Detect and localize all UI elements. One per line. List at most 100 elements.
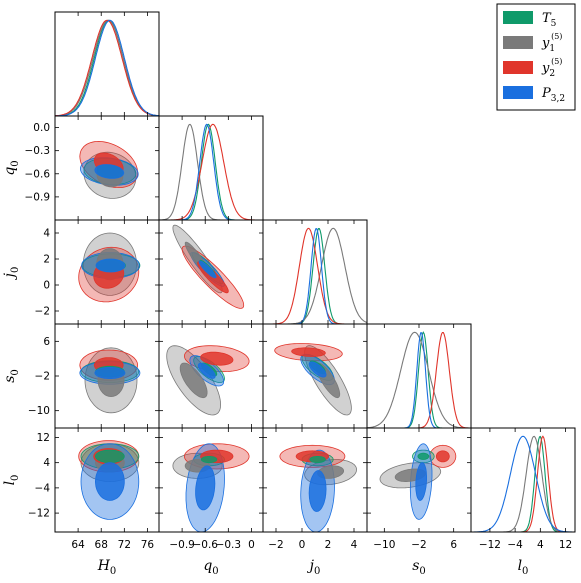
y-tick-label: −4 xyxy=(35,482,51,494)
y-tick-label: −2 xyxy=(35,371,50,383)
marginal-curve-y1 xyxy=(263,227,367,324)
x-tick-label: −0.9 xyxy=(169,539,195,551)
contour-P32-inner xyxy=(94,462,125,501)
x-tick-label: 2 xyxy=(325,539,332,551)
x-axis-label-H0: H0 xyxy=(97,558,117,577)
contour-P32-inner xyxy=(308,361,327,378)
marginal-curve-P32 xyxy=(55,19,159,116)
x-tick-label: −2 xyxy=(411,539,426,551)
contour-panel-H0-l0 xyxy=(78,440,140,520)
contour-panel-H0-q0 xyxy=(79,140,139,199)
y-tick-label: 6 xyxy=(43,336,50,348)
y-axis-label-s0: s0 xyxy=(2,369,21,383)
contour-P32-inner xyxy=(198,260,217,279)
y-tick-label: 0.0 xyxy=(33,122,50,134)
contour-panel-H0-s0 xyxy=(79,347,141,414)
panel-frame xyxy=(262,219,368,325)
y-axis-label-j0: j0 xyxy=(2,267,21,281)
y-axis-label-q0: q0 xyxy=(2,160,21,175)
y-tick-label: −2 xyxy=(35,306,50,318)
contour-panel-s0-l0 xyxy=(379,443,457,520)
x-tick-label: 12 xyxy=(559,539,572,551)
y-tick-label: 2 xyxy=(43,254,50,266)
marginal-curve-P32 xyxy=(263,228,367,324)
legend-swatch-P32 xyxy=(503,86,533,99)
contour-T5-inner xyxy=(309,456,326,464)
legend-swatch-y2 xyxy=(503,61,533,74)
x-tick-label: 76 xyxy=(141,539,155,551)
y-tick-label: 0 xyxy=(43,280,50,292)
svg-text:q0: q0 xyxy=(2,160,21,175)
marginal-curve-P32 xyxy=(367,332,471,428)
contour-P32-inner xyxy=(415,462,427,501)
y-axis-label-l0: l0 xyxy=(2,475,21,486)
contour-y2-inner xyxy=(291,347,326,357)
marginal-curve-P32 xyxy=(471,435,575,532)
contour-T5-inner xyxy=(417,452,430,460)
svg-text:j0: j0 xyxy=(2,267,21,281)
contour-panel-q0-j0 xyxy=(172,224,245,309)
marginal-panel-q0 xyxy=(159,123,263,220)
y-tick-label: 4 xyxy=(43,228,50,240)
marginal-panel-l0 xyxy=(471,435,575,532)
x-tick-label: 0 xyxy=(248,539,255,551)
x-tick-label: 6 xyxy=(450,539,457,551)
contour-y2-inner xyxy=(435,450,450,463)
contour-panel-q0-l0 xyxy=(172,443,250,532)
x-tick-label: 0 xyxy=(299,539,306,551)
marginal-panel-j0 xyxy=(263,227,367,324)
marginal-curve-y1 xyxy=(471,435,575,532)
x-tick-label: −0.6 xyxy=(192,539,218,551)
marginal-curve-T5 xyxy=(55,19,159,116)
x-tick-label: 4 xyxy=(537,539,544,551)
contour-y2-inner xyxy=(200,351,234,366)
x-tick-label: −10 xyxy=(373,539,395,551)
x-tick-label: 72 xyxy=(118,539,131,551)
marginal-curve-y1 xyxy=(159,123,263,220)
x-axis-label-l0: l0 xyxy=(518,558,529,577)
legend-swatch-y1 xyxy=(503,36,533,49)
marginal-curve-y2 xyxy=(263,227,367,324)
x-tick-label: 64 xyxy=(71,539,85,551)
y-tick-label: 4 xyxy=(43,457,50,469)
contour-panel-H0-j0 xyxy=(78,232,141,303)
svg-text:l0: l0 xyxy=(2,475,21,486)
legend-swatch-T5 xyxy=(503,11,533,24)
marginal-panel-s0 xyxy=(367,331,471,428)
contour-P32-inner xyxy=(94,366,126,379)
marginal-curve-T5 xyxy=(471,435,575,532)
y-tick-label: −0.6 xyxy=(25,168,51,180)
contour-panel-q0-s0 xyxy=(166,345,250,416)
marginal-curve-y1 xyxy=(55,19,159,116)
x-axis-label-j0: j0 xyxy=(307,558,321,577)
contour-T5-inner xyxy=(201,456,218,464)
y-tick-label: −0.9 xyxy=(25,191,51,203)
marginal-curve-P32 xyxy=(159,123,263,220)
contour-P32-inner xyxy=(197,362,216,379)
x-tick-label: −2 xyxy=(268,539,283,551)
svg-text:s0: s0 xyxy=(2,369,21,383)
panel-frame xyxy=(54,11,160,117)
x-axis-label-q0: q0 xyxy=(203,558,218,577)
x-tick-label: −12 xyxy=(479,539,501,551)
y-tick-label: −12 xyxy=(28,508,50,520)
y-tick-label: −10 xyxy=(28,405,50,417)
y-tick-label: −0.3 xyxy=(25,145,51,157)
x-tick-label: 68 xyxy=(95,539,108,551)
marginal-curve-T5 xyxy=(159,123,263,220)
marginal-curve-T5 xyxy=(367,331,471,428)
contour-panel-j0-s0 xyxy=(274,343,352,416)
marginal-curve-T5 xyxy=(263,228,367,324)
x-tick-label: −0.3 xyxy=(216,539,242,551)
x-axis-label-s0: s0 xyxy=(412,558,426,577)
contour-P32-inner xyxy=(95,258,126,273)
contour-P32-inner xyxy=(195,465,216,511)
contour-P32-inner xyxy=(94,164,125,179)
y-tick-label: 12 xyxy=(37,432,50,444)
marginal-panel-H0 xyxy=(55,19,159,116)
contour-P32-inner xyxy=(308,470,327,512)
x-tick-label: 4 xyxy=(351,539,358,551)
